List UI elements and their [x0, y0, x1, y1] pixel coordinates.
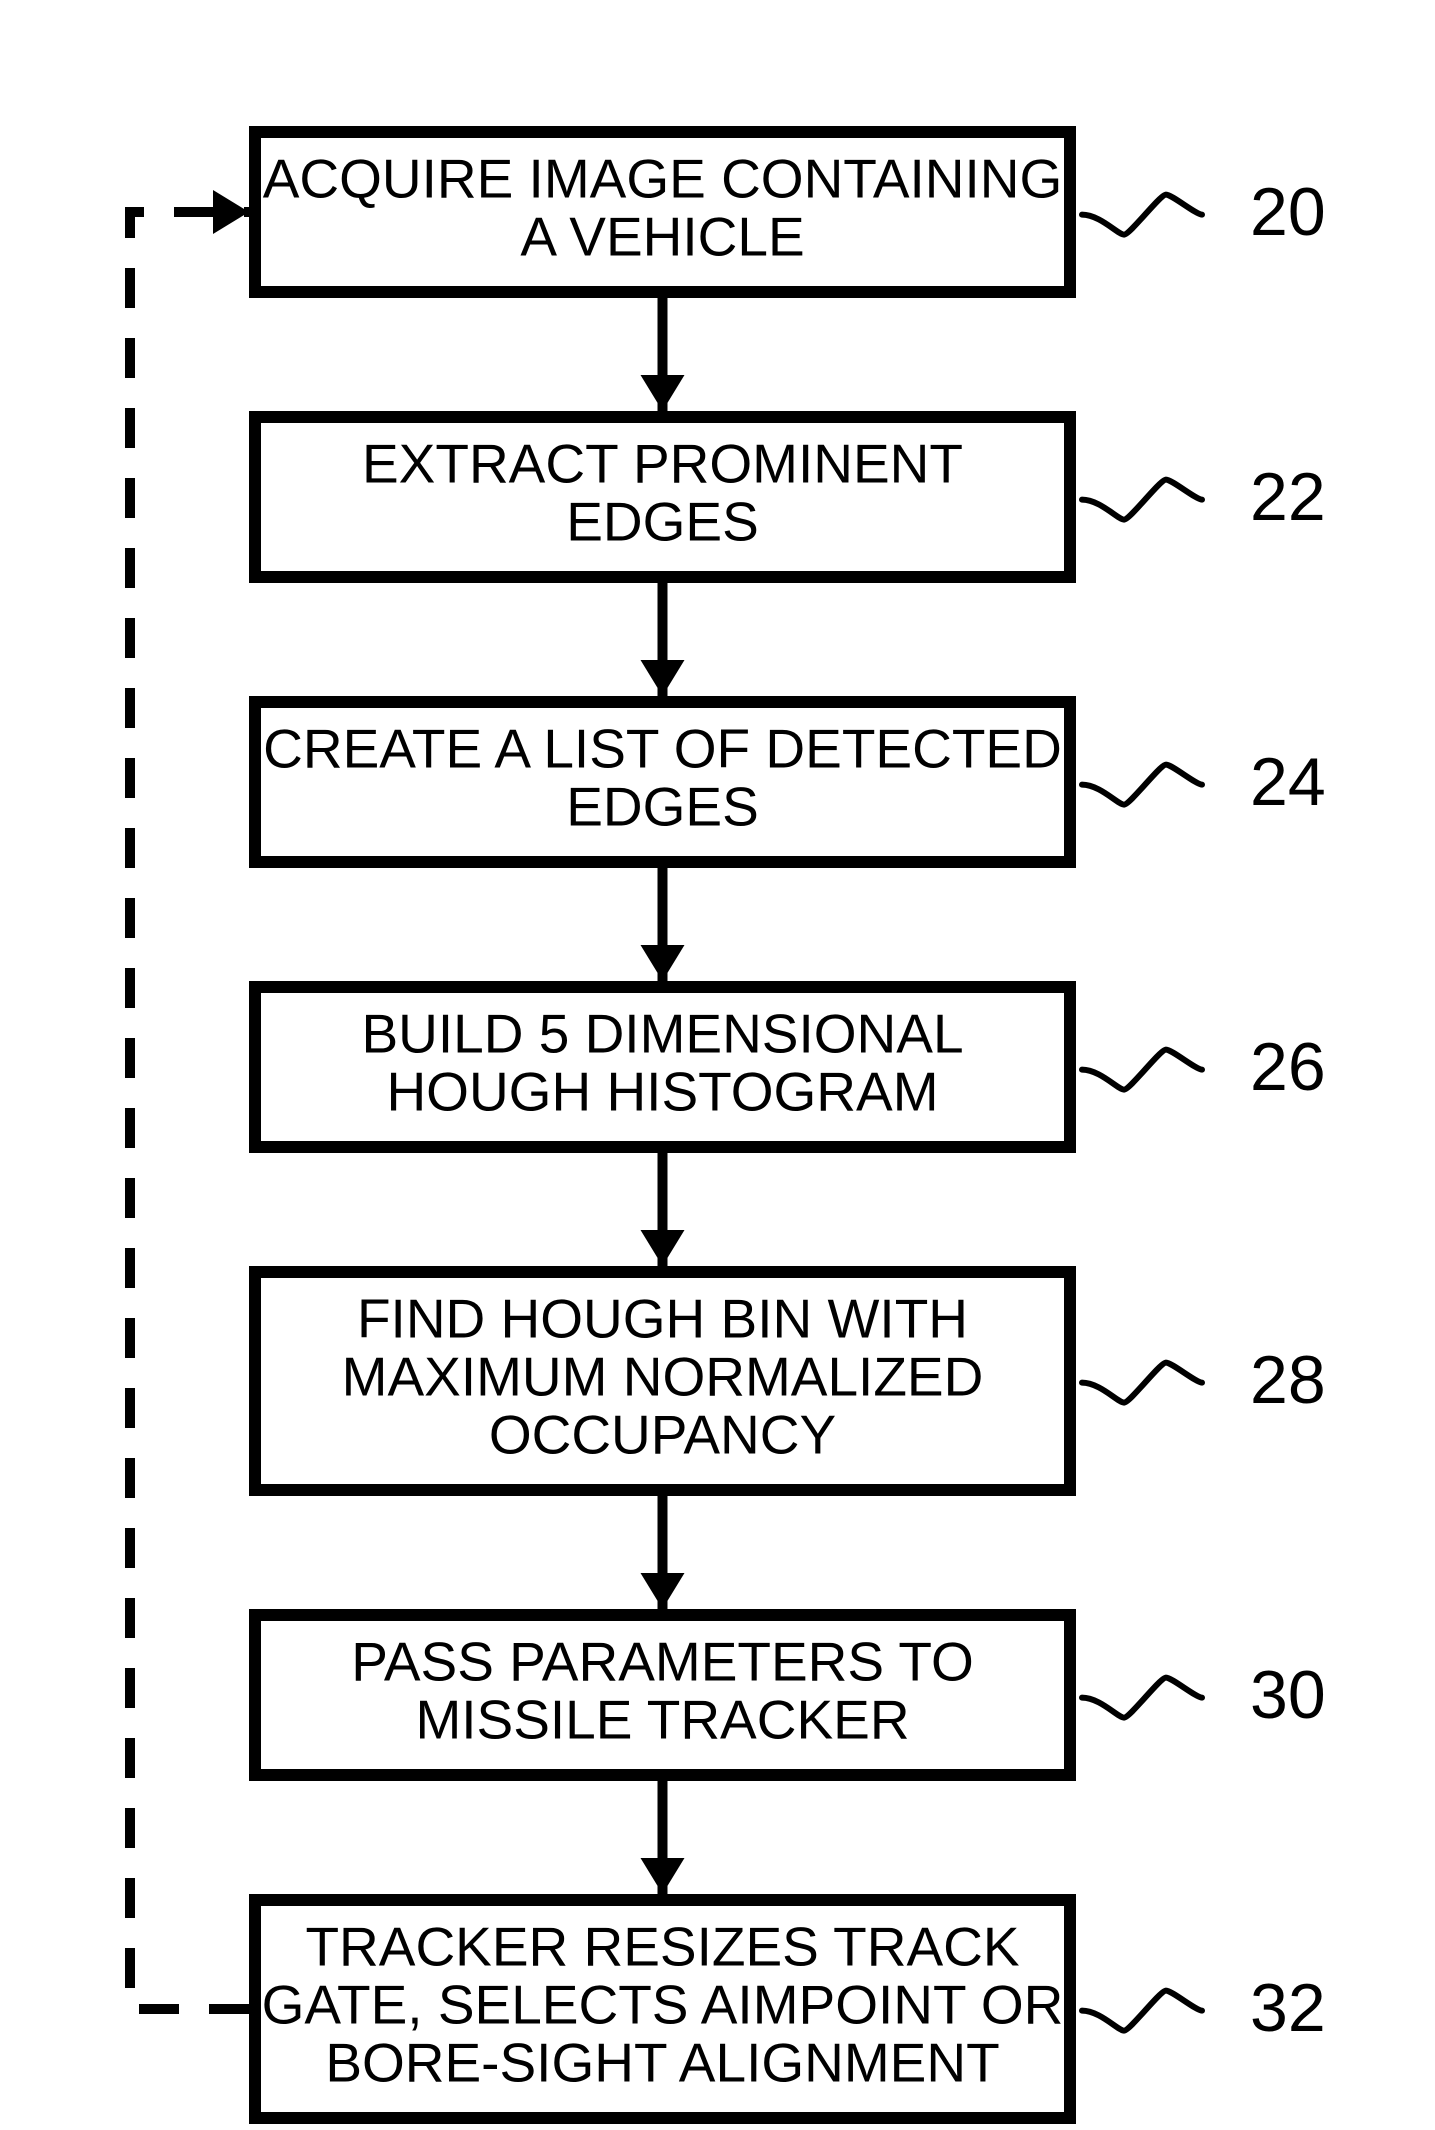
flow-step-text: BORE-SIGHT ALIGNMENT: [325, 2032, 999, 2094]
flow-step-20: ACQUIRE IMAGE CONTAININGA VEHICLE: [255, 132, 1070, 292]
flow-step-text: A VEHICLE: [520, 206, 804, 268]
step-ref-label: 26: [1250, 1029, 1326, 1105]
flow-step-text: OCCUPANCY: [489, 1404, 836, 1466]
flow-step-text: BUILD 5 DIMENSIONAL: [361, 1003, 963, 1065]
step-ref-label: 20: [1250, 174, 1326, 250]
flow-step-32: TRACKER RESIZES TRACKGATE, SELECTS AIMPO…: [255, 1900, 1070, 2118]
flow-step-26: BUILD 5 DIMENSIONALHOUGH HISTOGRAM: [255, 987, 1070, 1147]
label-connector: [1082, 765, 1202, 805]
flow-step-22: EXTRACT PROMINENTEDGES: [255, 417, 1070, 577]
label-connector: [1082, 1991, 1202, 2031]
flow-step-text: MAXIMUM NORMALIZED: [342, 1346, 984, 1408]
feedback-dash-arrow: [130, 212, 249, 2009]
label-connector: [1082, 1678, 1202, 1718]
step-ref-label: 32: [1250, 1970, 1326, 2046]
label-connector: [1082, 1363, 1202, 1403]
flow-step-24: CREATE A LIST OF DETECTEDEDGES: [255, 702, 1070, 862]
step-ref-label: 24: [1250, 744, 1326, 820]
flow-step-text: EXTRACT PROMINENT: [362, 433, 963, 495]
label-connector: [1082, 480, 1202, 520]
flow-step-text: CREATE A LIST OF DETECTED: [263, 718, 1062, 780]
step-ref-label: 28: [1250, 1342, 1326, 1418]
flow-step-text: MISSILE TRACKER: [415, 1689, 909, 1751]
flow-step-text: EDGES: [566, 776, 759, 838]
step-ref-label: 30: [1250, 1657, 1326, 1733]
flow-step-text: ACQUIRE IMAGE CONTAINING: [263, 148, 1063, 210]
flow-step-text: PASS PARAMETERS TO: [351, 1631, 973, 1693]
label-connector: [1082, 1050, 1202, 1090]
flow-step-text: TRACKER RESIZES TRACK: [305, 1916, 1019, 1978]
flow-step-30: PASS PARAMETERS TOMISSILE TRACKER: [255, 1615, 1070, 1775]
flow-step-text: GATE, SELECTS AIMPOINT OR: [262, 1974, 1064, 2036]
flow-step-text: FIND HOUGH BIN WITH: [357, 1288, 968, 1350]
flow-step-text: HOUGH HISTOGRAM: [386, 1061, 938, 1123]
flow-step-text: EDGES: [566, 491, 759, 553]
label-connector: [1082, 195, 1202, 235]
step-ref-label: 22: [1250, 459, 1326, 535]
flow-step-28: FIND HOUGH BIN WITHMAXIMUM NORMALIZEDOCC…: [255, 1272, 1070, 1490]
